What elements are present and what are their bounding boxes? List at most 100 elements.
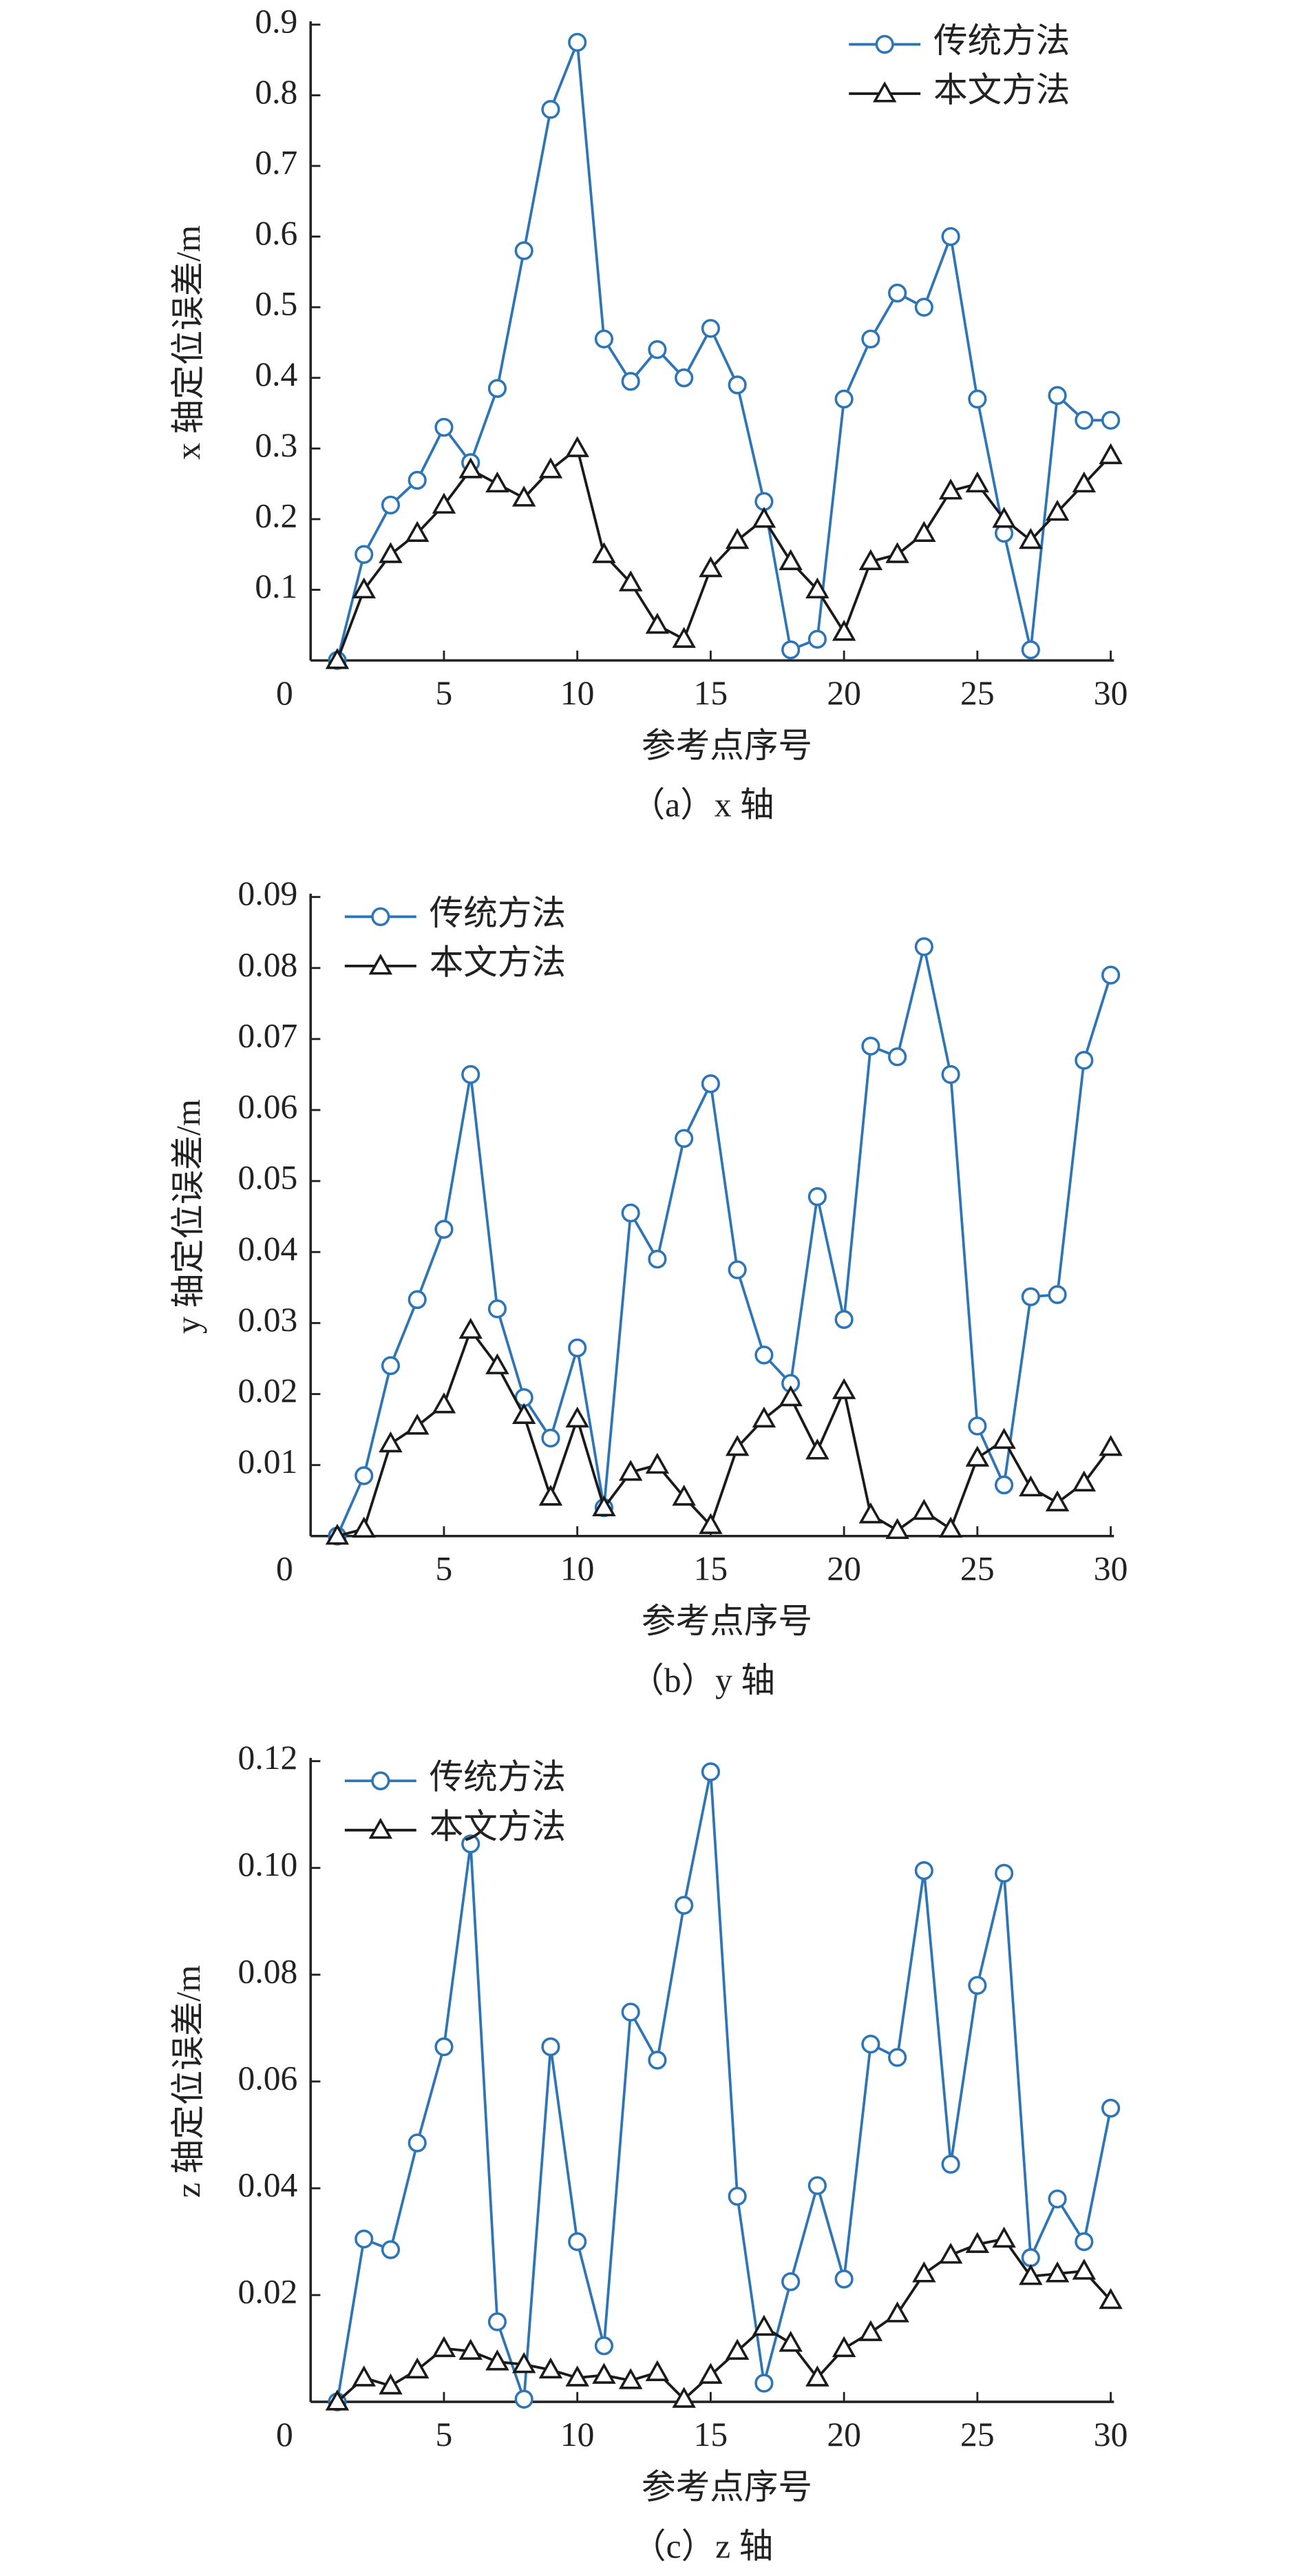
marker [938, 478, 963, 500]
marker [485, 471, 509, 493]
marker [1101, 965, 1121, 985]
marker [355, 2229, 374, 2249]
x-tick-label: 15 [694, 2416, 728, 2453]
x-tick-label: 5 [436, 2416, 453, 2453]
marker [938, 1516, 963, 1538]
marker [1019, 1475, 1043, 1497]
marker [371, 1771, 390, 1790]
y-axis-label: z 轴定位误差/m [169, 1965, 207, 2198]
marker [592, 542, 616, 563]
marker [645, 612, 670, 634]
marker [487, 379, 507, 398]
marker [965, 2232, 990, 2253]
marker [885, 2301, 909, 2323]
x-tick-label: 5 [436, 674, 453, 712]
marker [754, 1345, 774, 1365]
marker [594, 329, 614, 349]
marker [648, 2051, 667, 2070]
marker [408, 2133, 427, 2153]
x-tick-label: 25 [960, 2416, 995, 2453]
marker [1045, 2261, 1070, 2283]
marker [832, 1378, 856, 1399]
marker [779, 549, 803, 571]
marker [912, 2261, 936, 2283]
marker [405, 2357, 430, 2379]
x-tick-label: 10 [560, 2416, 595, 2453]
marker [541, 2037, 560, 2057]
marker [832, 2336, 856, 2358]
marker [914, 1861, 933, 1881]
marker [861, 1036, 880, 1056]
marker [355, 1466, 374, 1485]
marker [514, 2389, 533, 2409]
marker [408, 1290, 427, 1310]
marker [701, 319, 720, 338]
marker [1021, 2248, 1040, 2268]
marker [1099, 2287, 1123, 2310]
marker [861, 329, 880, 349]
marker [487, 2312, 507, 2332]
y-axis-label: x 轴定位误差/m [169, 225, 207, 460]
y-tick-label: 0.8 [255, 73, 297, 111]
x-tick-label: 0 [276, 1550, 293, 1588]
marker [352, 1516, 376, 1538]
marker [699, 556, 723, 578]
marker [728, 375, 747, 395]
y-tick-label: 0.02 [238, 1372, 298, 1410]
marker [538, 1485, 563, 1506]
marker [701, 1762, 720, 1781]
x-tick-label: 30 [1094, 674, 1128, 712]
x-axis-label: 参考点序号 [642, 2468, 812, 2506]
marker [461, 1065, 480, 1085]
x-tick-label: 15 [694, 1550, 728, 1588]
y-tick-label: 0.5 [255, 284, 297, 322]
marker [992, 507, 1016, 528]
marker [1101, 410, 1121, 430]
caption: （a）x 轴 [631, 786, 774, 824]
marker [355, 545, 374, 564]
y-tick-label: 0.4 [255, 355, 297, 393]
marker [675, 368, 694, 388]
marker [912, 521, 936, 542]
marker [995, 1475, 1014, 1495]
marker [885, 1518, 909, 1540]
marker [941, 2155, 960, 2174]
caption: （c）z 轴 [632, 2527, 773, 2565]
marker [648, 1249, 667, 1269]
marker [568, 2232, 587, 2252]
marker [965, 471, 990, 493]
marker [968, 1976, 987, 1996]
marker [379, 542, 403, 563]
marker [1075, 1051, 1094, 1070]
marker [621, 372, 640, 391]
y-tick-label: 0.9 [255, 2, 297, 40]
y-tick-label: 0.08 [238, 1952, 298, 1990]
marker [779, 1385, 803, 1407]
x-tick-label: 25 [960, 674, 995, 712]
y-tick-label: 0.2 [255, 496, 297, 534]
marker [371, 907, 390, 927]
marker [621, 2002, 640, 2022]
marker [805, 577, 829, 599]
marker [941, 1065, 960, 1085]
marker [858, 2320, 883, 2341]
marker [618, 2368, 643, 2389]
x-tick-label: 0 [276, 674, 293, 712]
marker [645, 2360, 670, 2381]
marker [432, 492, 456, 514]
y-tick-label: 0.07 [238, 1016, 298, 1054]
marker [434, 2037, 454, 2057]
y-tick-label: 0.04 [238, 1230, 298, 1268]
marker [432, 2336, 456, 2358]
marker [1072, 471, 1097, 493]
marker [968, 389, 987, 409]
marker [434, 1219, 454, 1239]
marker [434, 417, 454, 437]
marker [728, 2186, 747, 2206]
x-tick-label: 15 [694, 674, 728, 712]
marker [875, 34, 894, 54]
marker [381, 2240, 401, 2259]
marker [888, 2048, 907, 2067]
marker [325, 2389, 350, 2411]
marker [699, 2363, 723, 2384]
